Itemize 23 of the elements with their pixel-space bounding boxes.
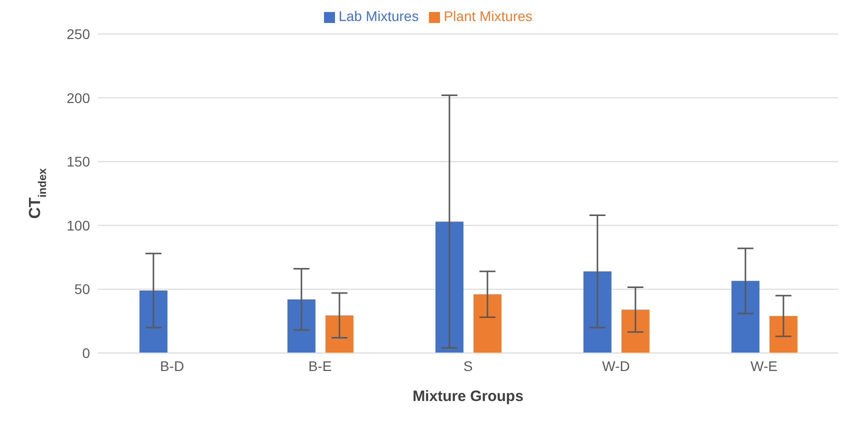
x-tick-label: B-D xyxy=(160,358,184,374)
bar xyxy=(473,294,502,353)
x-tick-label: W-D xyxy=(602,358,630,374)
bar xyxy=(621,310,650,353)
x-tick-label: S xyxy=(463,358,473,374)
legend-label: Plant Mixtures xyxy=(444,8,532,24)
bar xyxy=(139,290,168,353)
y-tick-label: 150 xyxy=(66,154,90,170)
y-tick-label: 50 xyxy=(74,281,90,298)
y-tick-label: 200 xyxy=(66,90,90,106)
x-axis-title: Mixture Groups xyxy=(412,388,524,405)
bar xyxy=(325,315,354,353)
bar xyxy=(435,222,464,353)
bar xyxy=(583,271,612,353)
x-tick-label: W-E xyxy=(750,358,778,374)
x-tick-label: B-E xyxy=(308,358,332,374)
legend-label: Lab Mixtures xyxy=(338,8,419,24)
y-tick-label: 100 xyxy=(66,217,90,234)
bar xyxy=(769,316,798,353)
y-tick-label: 250 xyxy=(66,26,90,42)
bar xyxy=(287,299,316,353)
bar xyxy=(731,280,760,353)
y-tick-label: 0 xyxy=(82,344,90,361)
